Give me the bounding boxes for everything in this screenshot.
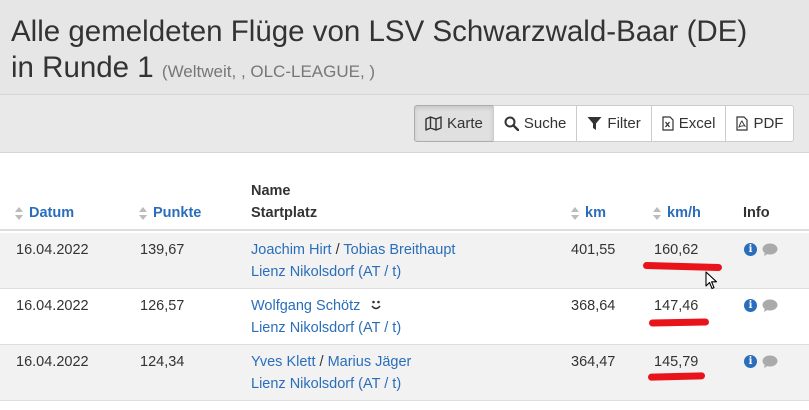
cell-kmh: 145,79: [654, 354, 699, 370]
comment-icon[interactable]: [762, 299, 778, 313]
page-title: Alle gemeldeten Flüge von LSV Schwarzwal…: [11, 14, 747, 90]
pilot-link[interactable]: Yves Klett: [251, 354, 316, 370]
column-header-kmh[interactable]: km/h: [653, 205, 701, 221]
cell-datum: 16.04.2022: [16, 242, 89, 258]
cell-name: Yves Klett / Marius Jäger: [251, 354, 411, 370]
cell-punkte: 124,34: [140, 354, 185, 370]
startplatz-link[interactable]: Lienz Nikolsdorf (AT / t): [251, 376, 402, 392]
column-header-km[interactable]: km: [571, 205, 606, 221]
cell-punkte: 139,67: [140, 242, 185, 258]
column-header-datum[interactable]: Datum: [15, 205, 74, 221]
pilot-link[interactable]: Wolfgang Schötz: [251, 298, 361, 314]
column-header-startplatz: Startplatz: [251, 205, 318, 221]
pdf-button[interactable]: PDF: [725, 105, 795, 142]
table-header: Datum Punkte Name Startplatz km km/h Inf…: [0, 153, 809, 231]
page-title-line2: in Runde 1: [11, 51, 154, 84]
excel-button[interactable]: Excel: [650, 105, 727, 142]
cell-km: 364,47: [571, 354, 616, 370]
info-icon[interactable]: i: [744, 299, 757, 312]
info-icon[interactable]: i: [744, 243, 757, 256]
copilot-link[interactable]: Tobias Breithaupt: [343, 242, 456, 258]
karte-button[interactable]: Karte: [414, 105, 494, 142]
column-header-info: Info: [743, 205, 770, 221]
startplatz-link[interactable]: Lienz Nikolsdorf (AT / t): [251, 264, 402, 280]
suche-button[interactable]: Suche: [492, 105, 578, 142]
table-row[interactable]: 16.04.2022 139,67 Joachim Hirt / Tobias …: [0, 233, 809, 289]
table-row[interactable]: 16.04.2022 126,57 Wolfgang Schötz Lienz …: [0, 289, 809, 345]
annotation-underline: [648, 318, 710, 327]
map-icon: [425, 116, 442, 131]
suche-button-label: Suche: [523, 115, 567, 132]
search-icon: [504, 116, 519, 131]
karte-button-label: Karte: [447, 115, 483, 132]
cell-datum: 16.04.2022: [16, 354, 89, 370]
column-header-kmh-label: km/h: [667, 205, 701, 221]
pdf-button-label: PDF: [753, 115, 784, 132]
page-subtitle: (Weltweit, , OLC-LEAGUE, ): [161, 62, 376, 81]
excel-button-label: Excel: [678, 115, 716, 132]
cell-kmh: 147,46: [654, 298, 699, 314]
mouse-cursor-icon: [705, 271, 718, 290]
pilot-separator: /: [319, 354, 324, 370]
column-header-punkte-label: Punkte: [153, 205, 202, 221]
column-header-punkte[interactable]: Punkte: [139, 205, 201, 221]
filter-button-label: Filter: [607, 115, 641, 132]
filter-button[interactable]: Filter: [576, 105, 652, 142]
filter-icon: [587, 117, 602, 130]
comment-icon[interactable]: [762, 355, 778, 369]
column-header-datum-label: Datum: [29, 205, 75, 221]
annotation-underline: [647, 372, 706, 381]
excel-file-icon: [662, 116, 674, 131]
startplatz-link[interactable]: Lienz Nikolsdorf (AT / t): [251, 320, 402, 336]
page-title-line1: Alle gemeldeten Flüge von LSV Schwarzwal…: [11, 15, 748, 48]
sort-icon: [139, 206, 147, 220]
cell-datum: 16.04.2022: [16, 298, 89, 314]
pdf-file-icon: [736, 116, 749, 131]
column-header-km-label: km: [585, 205, 606, 221]
pilot-link[interactable]: Joachim Hirt: [251, 242, 332, 258]
cell-km: 401,55: [571, 242, 616, 258]
cell-kmh: 160,62: [654, 242, 699, 258]
sort-icon: [653, 206, 661, 220]
sort-icon: [571, 206, 579, 220]
comment-icon[interactable]: [762, 243, 778, 257]
cell-punkte: 126,57: [140, 298, 185, 314]
sort-icon: [15, 206, 23, 220]
cell-name: Joachim Hirt / Tobias Breithaupt: [251, 242, 455, 258]
column-header-name: Name: [251, 183, 291, 199]
info-icon[interactable]: i: [744, 355, 757, 368]
toolbar: Karte Suche Filter Excel PDF: [414, 105, 795, 142]
pilot-separator: /: [335, 242, 340, 258]
copilot-link[interactable]: Marius Jäger: [327, 354, 412, 370]
cell-km: 368,64: [571, 298, 616, 314]
page-header: Alle gemeldeten Flüge von LSV Schwarzwal…: [0, 0, 809, 94]
smiley-icon: [371, 300, 382, 310]
cell-name: Wolfgang Schötz: [251, 298, 382, 314]
